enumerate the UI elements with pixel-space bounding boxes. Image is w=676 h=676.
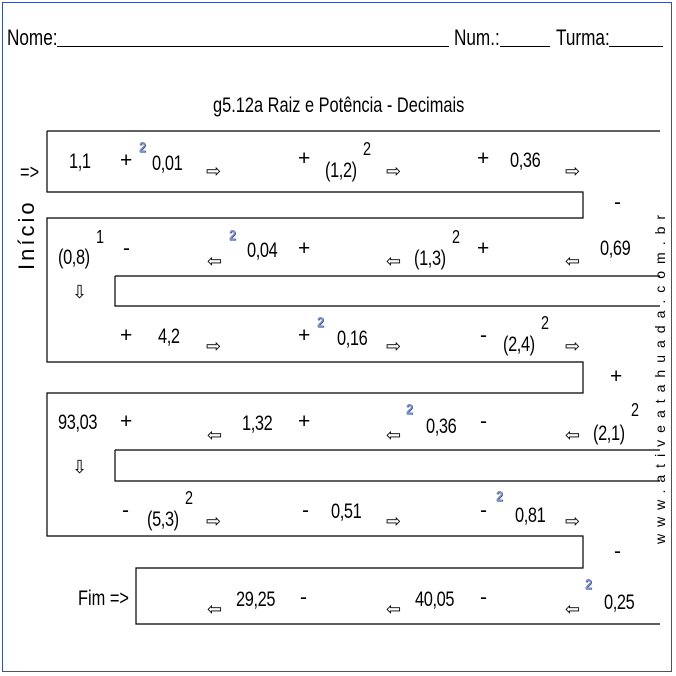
r6-op-1: - xyxy=(300,586,307,609)
r3-op-2: + xyxy=(298,324,311,347)
start-arrow: => xyxy=(20,161,40,184)
arrow-right-icon: ⇨ xyxy=(565,511,581,531)
r2-op-3: + xyxy=(477,237,490,260)
r1-op-2: + xyxy=(298,147,311,170)
r2-op-2: + xyxy=(298,237,311,260)
arrow-left-icon: ⇦ xyxy=(565,251,581,271)
r3-value-1: 4,2 xyxy=(158,325,180,348)
connector-3: - xyxy=(614,540,621,563)
arrow-left-icon: ⇦ xyxy=(386,599,402,619)
arrow-down-icon: ⇩ xyxy=(72,282,88,302)
r4-value-1: 93,03 xyxy=(58,411,98,434)
r5-op-1: - xyxy=(122,499,129,522)
sqrt-icon: 2 xyxy=(585,576,593,593)
sqrt-icon: 2 xyxy=(496,488,504,505)
arrow-left-icon: ⇦ xyxy=(207,251,223,271)
arrow-right-icon: ⇨ xyxy=(565,336,581,356)
class-label: Turma: xyxy=(556,25,610,50)
r1-value-1: 1,1 xyxy=(69,150,91,173)
sqrt-icon: 2 xyxy=(139,139,147,156)
arrow-right-icon: ⇨ xyxy=(565,161,581,181)
side-url-text: www.ativeatahuada.com.br xyxy=(652,207,668,545)
r2-exponent-3: 2 xyxy=(452,227,461,247)
arrow-left-icon: ⇦ xyxy=(565,599,581,619)
r4-value-4: (2,1) xyxy=(593,422,625,445)
arrow-down-icon: ⇩ xyxy=(72,457,88,477)
connector-1: - xyxy=(614,191,621,214)
arrow-left-icon: ⇦ xyxy=(386,251,402,271)
worksheet-title: g5.12a Raiz e Potência - Decimais xyxy=(213,94,465,117)
r1-op-3: + xyxy=(477,147,490,170)
r6-op-2: - xyxy=(480,586,487,609)
r4-value-2: 1,32 xyxy=(242,412,273,435)
r4-op-3: - xyxy=(480,410,487,433)
r1-value-3: (1,2) xyxy=(325,159,357,182)
name-label: Nome: xyxy=(7,25,58,50)
r2-value-3: (1,3) xyxy=(414,247,446,270)
r1-value-2: 0,01 xyxy=(152,152,183,175)
connector-2: + xyxy=(610,365,623,388)
r2-op-1: - xyxy=(123,237,130,260)
r3-exponent-3: 2 xyxy=(541,313,550,333)
r2-value-2: 0,04 xyxy=(247,239,278,262)
r5-value-2: 0,51 xyxy=(331,500,362,523)
r2-exponent-1: 1 xyxy=(96,227,105,247)
arrow-right-icon: ⇨ xyxy=(206,161,222,181)
name-field[interactable] xyxy=(57,46,449,47)
r3-op-1: + xyxy=(120,324,133,347)
end-label: Fim => xyxy=(78,587,129,610)
arrow-right-icon: ⇨ xyxy=(206,511,222,531)
r3-op-3: - xyxy=(480,324,487,347)
r1-value-4: 0,36 xyxy=(510,149,541,172)
number-label: Num.: xyxy=(454,25,500,50)
r4-op-2: + xyxy=(298,410,311,433)
r3-value-3: (2,4) xyxy=(503,333,535,356)
class-field[interactable] xyxy=(609,46,663,47)
r4-value-3: 0,36 xyxy=(426,415,457,438)
r5-op-2: - xyxy=(302,499,309,522)
arrow-left-icon: ⇦ xyxy=(207,599,223,619)
sqrt-icon: 2 xyxy=(406,401,414,418)
r5-exponent-1: 2 xyxy=(185,488,194,508)
r6-value-2: 40,05 xyxy=(415,588,455,611)
sqrt-icon: 2 xyxy=(229,227,237,244)
r5-value-3: 0,81 xyxy=(515,504,546,527)
r2-value-4: 0,69 xyxy=(600,237,631,260)
r4-exponent-4: 2 xyxy=(631,400,640,420)
arrow-left-icon: ⇦ xyxy=(565,425,581,445)
arrow-left-icon: ⇦ xyxy=(386,425,402,445)
number-field[interactable] xyxy=(500,46,550,47)
r3-value-2: 0,16 xyxy=(337,327,368,350)
r6-value-1: 29,25 xyxy=(236,588,276,611)
arrow-right-icon: ⇨ xyxy=(386,336,402,356)
r6-value-3: 0,25 xyxy=(604,591,635,614)
r1-exponent-3: 2 xyxy=(363,139,372,159)
arrow-right-icon: ⇨ xyxy=(386,161,402,181)
r5-op-3: - xyxy=(480,499,487,522)
r4-op-1: + xyxy=(120,410,133,433)
sqrt-icon: 2 xyxy=(317,314,325,331)
arrow-left-icon: ⇦ xyxy=(207,425,223,445)
r2-value-1: (0,8) xyxy=(58,246,90,269)
r5-value-1: (5,3) xyxy=(147,508,179,531)
start-label: Início xyxy=(14,199,39,270)
arrow-right-icon: ⇨ xyxy=(386,511,402,531)
arrow-right-icon: ⇨ xyxy=(206,336,222,356)
r1-op-1: + xyxy=(120,149,133,172)
